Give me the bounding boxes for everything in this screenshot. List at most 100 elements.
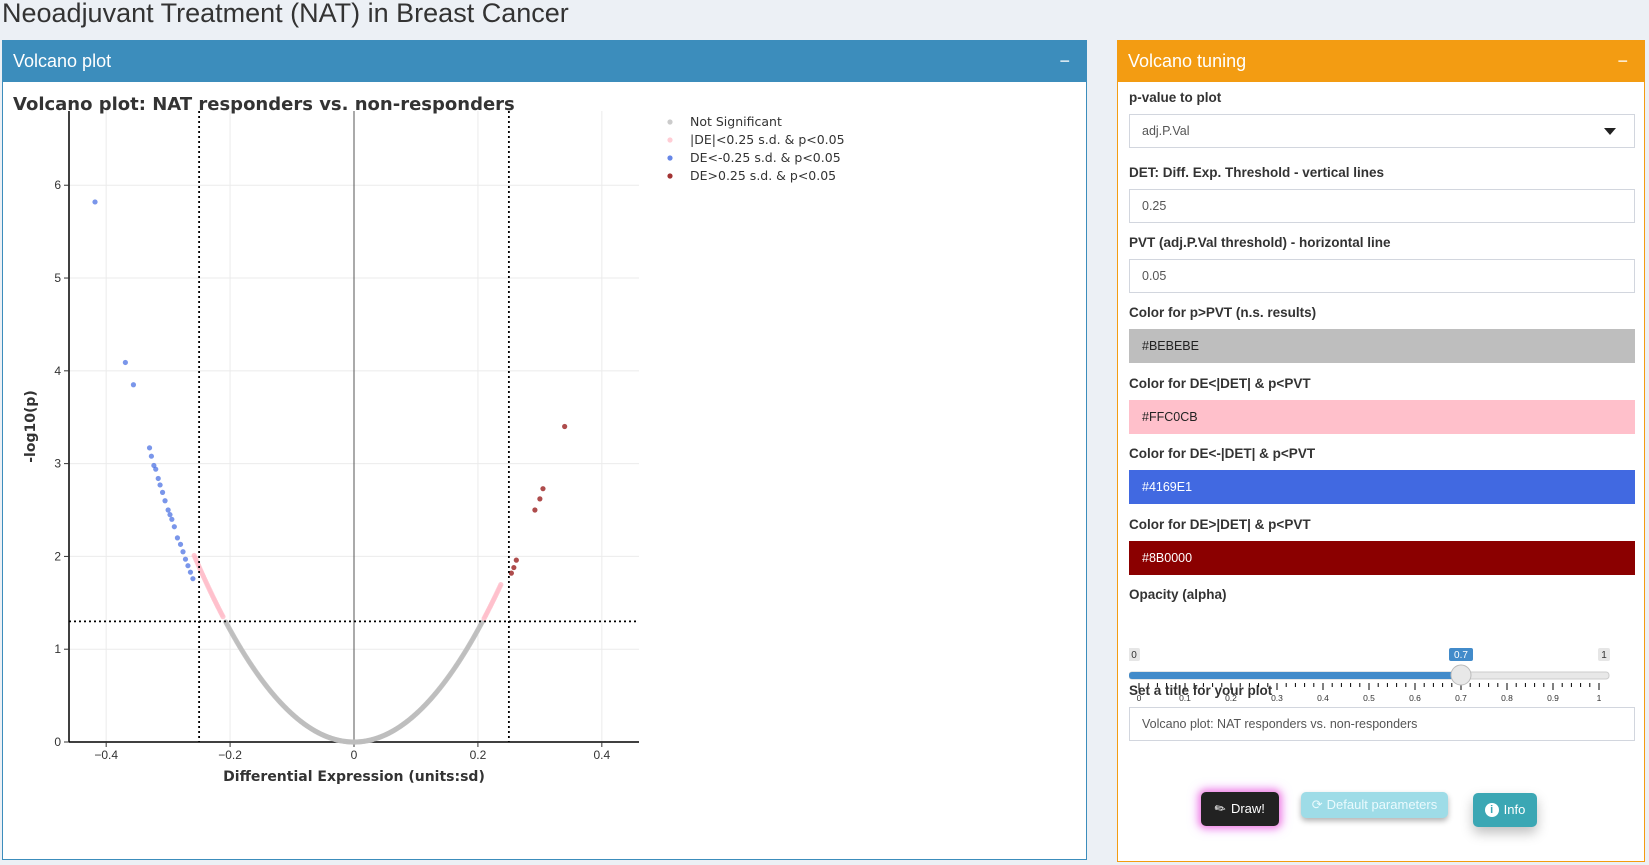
color-neg-label: Color for DE<-|DET| & p<PVT xyxy=(1129,446,1316,461)
pvalue-group: p-value to plot adj.P.Val xyxy=(1129,90,1635,148)
pvt-group: PVT (adj.P.Val threshold) - horizontal l… xyxy=(1129,235,1635,293)
opacity-slider-track[interactable]: 0 1 0.7 0 0.1 0.2 0.3 0.4 0.5 0.6 0.7 0.8 0.9 1 xyxy=(1128,647,1635,727)
draw-button[interactable]: ✎ Draw! xyxy=(1201,792,1279,826)
pvalue-select[interactable]: adj.P.Val xyxy=(1129,114,1635,148)
downregulated-point xyxy=(169,516,175,522)
legend-label: DE>0.25 s.d. & p<0.05 xyxy=(690,168,836,183)
volcano-tuning-box-header: Volcano tuning − xyxy=(1118,41,1644,82)
downregulated-point xyxy=(174,535,181,541)
page-title: Neoadjuvant Treatment (NAT) in Breast Ca… xyxy=(2,0,569,28)
volcano-tuning-box-title: Volcano tuning xyxy=(1128,51,1247,71)
refresh-icon: ⟳ xyxy=(1311,797,1323,812)
title-group: Set a title for your plot Volcano plot: … xyxy=(1129,683,1635,741)
slider-bar xyxy=(1129,672,1461,679)
volcano-plot[interactable]: −0.4 −0.2 0 0.2 0.4 0 1 2 3 4 5 6 Differential Expre… xyxy=(3,41,1086,859)
slider-max-label-bg xyxy=(1598,648,1610,661)
slider-tick-label: 0.8 xyxy=(1501,693,1513,703)
pvalue-label: p-value to plot xyxy=(1129,90,1222,105)
color-neg-input[interactable]: #4169E1 xyxy=(1129,470,1635,504)
legend-marker xyxy=(667,137,673,143)
opacity-label: Opacity (alpha) xyxy=(1129,587,1227,602)
downregulated-point xyxy=(171,524,177,530)
det-label: DET: Diff. Exp. Threshold - vertical lin… xyxy=(1129,165,1385,180)
color-neg-group: Color for DE<-|DET| & p<PVT #4169E1 xyxy=(1129,446,1635,504)
upregulated-point xyxy=(511,564,517,571)
downregulated-point xyxy=(185,563,191,569)
downregulated-point xyxy=(153,466,159,472)
det-group: DET: Diff. Exp. Threshold - vertical lin… xyxy=(1129,165,1635,223)
collapse-icon[interactable]: − xyxy=(1059,51,1070,71)
slider-tick-label: 0 xyxy=(1137,693,1142,703)
y-tick-label: 4 xyxy=(54,364,61,378)
color-small-label: Color for DE<|DET| & p<PVT xyxy=(1129,376,1311,391)
slider-tick-label: 0.4 xyxy=(1317,693,1329,703)
default-parameters-label: Default parameters xyxy=(1326,797,1438,812)
y-tick-label: 5 xyxy=(54,271,61,285)
x-axis-label: Differential Expression (units:sd) xyxy=(223,769,485,785)
color-small-input[interactable]: #FFC0CB xyxy=(1129,400,1635,434)
slider-tick-label: 0.1 xyxy=(1179,693,1191,703)
legend-marker xyxy=(667,173,673,179)
color-pos-group: Color for DE>|DET| & p<PVT #8B0000 xyxy=(1129,517,1635,575)
x-tick-label: 0 xyxy=(351,748,358,762)
y-tick-label: 6 xyxy=(54,178,61,192)
slider-tick-label: 0.2 xyxy=(1225,693,1237,703)
slider-value-label: 0.7 xyxy=(1454,650,1468,661)
legend-marker xyxy=(667,119,673,125)
downregulated-point xyxy=(180,549,186,555)
y-tick-label: 1 xyxy=(54,642,61,656)
volcano-tuning-box: Volcano tuning − p-value to plot adj.P.V… xyxy=(1117,40,1645,862)
small-effect-point xyxy=(220,614,226,620)
default-parameters-button[interactable]: ⟳ Default parameters xyxy=(1301,792,1448,818)
pvt-label: PVT (adj.P.Val threshold) - horizontal l… xyxy=(1129,235,1391,250)
pvalue-select-value: adj.P.Val xyxy=(1142,124,1190,138)
pvt-input[interactable]: 0.05 xyxy=(1129,259,1635,293)
slider-min-label: 0 xyxy=(1131,650,1137,661)
slider-tick-label: 0.6 xyxy=(1409,693,1421,703)
downregulated-point xyxy=(130,382,137,388)
color-pos-label: Color for DE>|DET| & p<PVT xyxy=(1129,517,1311,532)
downregulated-point xyxy=(167,512,173,518)
color-ns-input[interactable]: #BEBEBE xyxy=(1129,329,1635,363)
color-ns-label: Color for p>PVT (n.s. results) xyxy=(1129,305,1317,320)
downregulated-point xyxy=(122,359,128,366)
upregulated-point xyxy=(540,486,546,492)
y-tick-label: 3 xyxy=(54,457,61,471)
volcano-plot-box-header: Volcano plot − xyxy=(3,41,1086,82)
opacity-slider[interactable]: 0 1 0.7 0 0.1 0.2 0.3 0.4 0.5 0.6 0.7 0.8 0.9 1 xyxy=(1128,647,1635,727)
info-button-label: Info xyxy=(1503,802,1526,817)
downregulated-point xyxy=(187,569,194,575)
color-ns-group: Color for p>PVT (n.s. results) #BEBEBE xyxy=(1129,305,1635,363)
upregulated-point xyxy=(532,507,538,513)
downregulated-point xyxy=(182,556,189,562)
det-input[interactable]: 0.25 xyxy=(1129,189,1635,223)
info-button[interactable]: i Info xyxy=(1473,793,1537,827)
legend-label: DE<-0.25 s.d. & p<0.05 xyxy=(690,150,841,165)
upregulated-point xyxy=(537,496,543,502)
downregulated-point xyxy=(165,507,171,513)
x-tick-label: 0.4 xyxy=(593,748,610,762)
color-small-group: Color for DE<|DET| & p<PVT #FFC0CB xyxy=(1129,376,1635,434)
slider-min-label-bg xyxy=(1128,648,1140,661)
slider-value-label-bg xyxy=(1449,648,1473,661)
x-tick-label: −0.2 xyxy=(218,748,242,762)
slider-handle xyxy=(1450,664,1472,686)
color-pos-input[interactable]: #8B0000 xyxy=(1129,541,1635,575)
plot-title-input[interactable]: Volcano plot: NAT responders vs. non-res… xyxy=(1129,707,1635,741)
x-tick-label: 0.2 xyxy=(470,748,487,762)
downregulated-point xyxy=(148,453,155,459)
downregulated-point xyxy=(159,489,166,495)
slider-max-label: 1 xyxy=(1601,650,1607,661)
info-icon: i xyxy=(1484,803,1499,817)
upregulated-point xyxy=(508,570,514,576)
slider-tick-label: 0.3 xyxy=(1271,693,1283,703)
upregulated-point xyxy=(562,423,568,430)
downregulated-point xyxy=(190,576,196,582)
legend-label: Not Significant xyxy=(690,114,782,129)
draw-button-label: Draw! xyxy=(1230,801,1265,816)
downregulated-point xyxy=(146,445,153,451)
slider-tick-label: 0.5 xyxy=(1363,693,1375,703)
downregulated-point xyxy=(92,199,98,205)
collapse-icon[interactable]: − xyxy=(1617,51,1628,71)
x-tick-label: −0.4 xyxy=(94,748,118,762)
